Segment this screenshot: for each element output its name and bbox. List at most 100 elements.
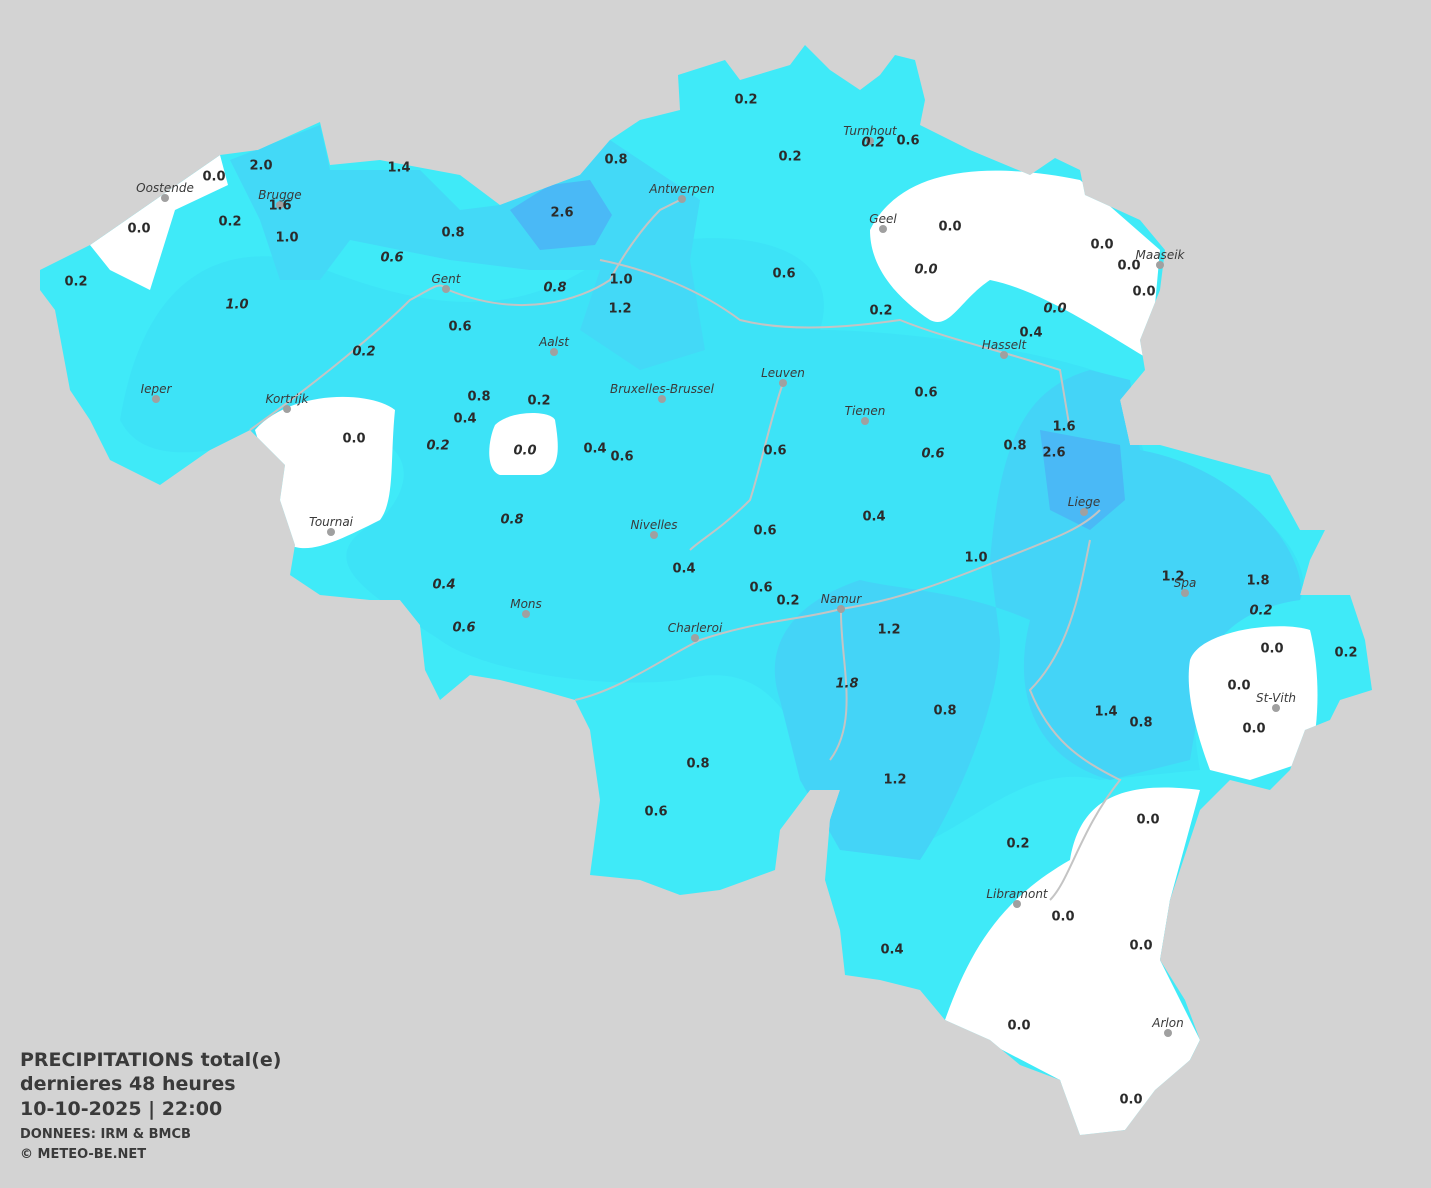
city-dot xyxy=(1164,1029,1172,1037)
station-value: 1.2 xyxy=(883,773,906,788)
station-value: 0.0 xyxy=(1260,642,1283,657)
city-dot xyxy=(861,417,869,425)
city-label: Mons xyxy=(510,597,542,611)
estimated-value: 0.2 xyxy=(426,439,449,454)
station-value: 0.0 xyxy=(1117,259,1140,274)
station-value: 0.6 xyxy=(749,581,772,596)
station-value: 0.6 xyxy=(644,805,667,820)
dry-zone-3 xyxy=(255,396,395,549)
station-value: 1.8 xyxy=(1246,574,1269,589)
zone-2 xyxy=(120,238,1304,850)
river xyxy=(599,259,1071,431)
station-value: 2.6 xyxy=(550,206,573,221)
station-value: 0.4 xyxy=(672,562,695,577)
station-value: 0.2 xyxy=(1006,837,1029,852)
city-label: Aalst xyxy=(538,335,570,349)
city-dot xyxy=(550,348,558,356)
city-label: Ieper xyxy=(141,382,173,396)
station-value: 1.6 xyxy=(1052,420,1075,435)
city-dot xyxy=(1181,589,1189,597)
dry-zone-4 xyxy=(489,413,558,475)
city-label: Maaseik xyxy=(1136,248,1186,262)
estimated-value: 0.6 xyxy=(380,251,403,266)
city-label: Gent xyxy=(432,272,462,286)
station-value: 0.8 xyxy=(467,390,490,405)
station-value: 0.0 xyxy=(938,220,961,235)
station-value: 0.0 xyxy=(1007,1019,1030,1034)
cities: Oostende Brugge Antwerpen Turnhout Geel Maase… xyxy=(136,124,1296,1037)
station-value: 0.4 xyxy=(880,943,903,958)
station-value: 0.8 xyxy=(604,153,627,168)
city-dot xyxy=(1080,508,1088,516)
city-dot xyxy=(779,379,787,387)
river xyxy=(829,539,1122,901)
city-dot xyxy=(327,528,335,536)
station-value: 0.8 xyxy=(1003,439,1026,454)
estimated-value: 1.0 xyxy=(225,298,248,313)
station-value: 0.0 xyxy=(342,432,365,447)
city-dot xyxy=(658,395,666,403)
station-value: 0.0 xyxy=(1129,939,1152,954)
station-value: 0.6 xyxy=(772,267,795,282)
station-value: 0.0 xyxy=(202,170,225,185)
credit: © METEO-BE.NET xyxy=(20,1147,146,1162)
estimated-value: 0.8 xyxy=(543,281,566,296)
city-label: Namur xyxy=(821,592,863,606)
credit: DONNEES: IRM & BMCB xyxy=(20,1127,191,1142)
estimated-value: 0.0 xyxy=(914,263,937,278)
city-label: Brugge xyxy=(258,188,301,202)
station-value: 0.2 xyxy=(1334,646,1357,661)
estimated-value: 0.2 xyxy=(1249,604,1272,619)
station-value: 0.0 xyxy=(1132,285,1155,300)
station-value: 0.0 xyxy=(1051,910,1074,925)
city-label: Kortrijk xyxy=(266,392,310,406)
city-label: Nivelles xyxy=(630,518,677,532)
city-dot xyxy=(837,605,845,613)
city-dot xyxy=(678,195,686,203)
city-label: Bruxelles-Brussel xyxy=(610,382,715,396)
station-value: 0.4 xyxy=(583,442,606,457)
station-value: 0.6 xyxy=(914,386,937,401)
city-label: Spa xyxy=(1174,576,1197,590)
city-dot xyxy=(1000,351,1008,359)
zone-max-1 xyxy=(510,180,612,250)
city-dot xyxy=(442,285,450,293)
estimated-value: 0.0 xyxy=(1043,302,1066,317)
city-dot xyxy=(1156,261,1164,269)
station-value: 0.4 xyxy=(453,412,476,427)
station-value: 0.6 xyxy=(448,320,471,335)
station-value: 0.4 xyxy=(862,510,885,525)
city-label: Hasselt xyxy=(982,338,1028,352)
title-line: PRECIPITATIONS total(e) xyxy=(20,1049,281,1071)
city-dot xyxy=(866,137,874,145)
station-value: 0.0 xyxy=(1227,679,1250,694)
station-value: 0.2 xyxy=(778,150,801,165)
station-value: 1.6 xyxy=(268,199,291,214)
city-label: Oostende xyxy=(136,181,194,195)
city-dot xyxy=(276,201,284,209)
station-value: 1.2 xyxy=(1161,570,1184,585)
city-label: Geel xyxy=(869,212,897,226)
city-label: Turnhout xyxy=(843,124,898,138)
station-value: 2.6 xyxy=(1042,446,1065,461)
station-value: 1.4 xyxy=(1094,705,1117,720)
city-label: Tournai xyxy=(309,515,354,529)
station-value: 0.2 xyxy=(776,594,799,609)
station-value: 0.0 xyxy=(1136,813,1159,828)
estimated-value: 0.8 xyxy=(500,513,523,528)
station-value: 0.6 xyxy=(763,444,786,459)
estimated-value: 1.8 xyxy=(835,677,858,692)
city-dot xyxy=(650,531,658,539)
city-label: Liege xyxy=(1068,495,1100,509)
estimated-value: 0.6 xyxy=(452,621,475,636)
station-value: 0.0 xyxy=(127,222,150,237)
station-value: 0.2 xyxy=(64,275,87,290)
city-dot xyxy=(161,194,169,202)
dry-zone-6 xyxy=(945,787,1200,1135)
city-dot xyxy=(522,610,530,618)
station-value: 0.8 xyxy=(441,226,464,241)
estimated-value: 0.0 xyxy=(513,444,536,459)
estimated-value: 0.2 xyxy=(352,345,375,360)
station-value: 0.8 xyxy=(1129,716,1152,731)
